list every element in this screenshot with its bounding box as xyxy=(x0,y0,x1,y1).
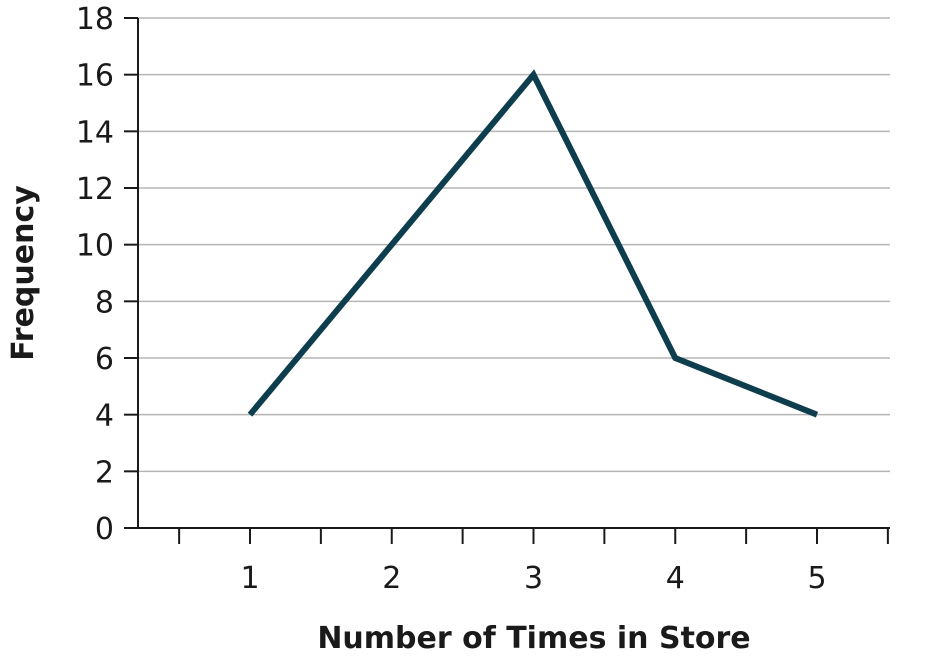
y-axis-title: Frequency xyxy=(6,185,41,361)
y-tick-label-16: 16 xyxy=(76,59,114,94)
y-tick-label-18: 18 xyxy=(76,2,114,37)
x-axis-ticks: 1 2 3 4 5 xyxy=(178,528,889,596)
y-tick-label-8: 8 xyxy=(95,285,114,320)
y-tick-label-4: 4 xyxy=(95,399,114,434)
x-tick-label-3: 3 xyxy=(524,561,543,596)
gridlines xyxy=(138,17,890,473)
x-axis-title: Number of Times in Store xyxy=(317,621,750,656)
y-tick-label-6: 6 xyxy=(95,342,114,377)
y-tick-label-2: 2 xyxy=(95,455,114,490)
x-tick-label-4: 4 xyxy=(666,561,685,596)
y-tick-label-0: 0 xyxy=(95,512,114,547)
x-tick-label-5: 5 xyxy=(807,561,826,596)
series-group xyxy=(247,69,819,418)
y-tick-label-12: 12 xyxy=(76,172,114,207)
x-tick-label-1: 1 xyxy=(240,561,259,596)
x-tick-label-2: 2 xyxy=(382,561,401,596)
y-axis-ticks: 0 2 4 6 8 10 12 14 16 18 xyxy=(76,2,138,547)
y-tick-label-14: 14 xyxy=(76,115,114,150)
y-tick-label-10: 10 xyxy=(76,229,114,264)
